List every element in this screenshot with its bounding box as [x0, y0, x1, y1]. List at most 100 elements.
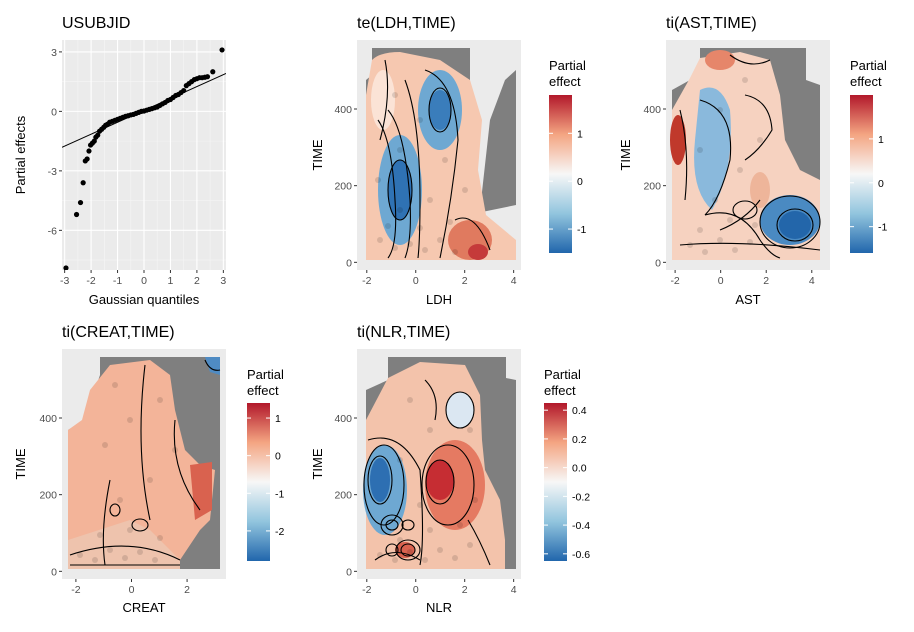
x-tick-label: -2 — [362, 275, 371, 287]
panel-ast-time: ti(AST,TIME) — [618, 15, 887, 307]
legend-break-label: -0.6 — [572, 549, 590, 561]
x-tick-label: -3 — [60, 275, 69, 287]
colorbar — [850, 95, 873, 253]
observation-points — [77, 382, 178, 563]
qq-point — [80, 180, 86, 186]
legend-break-label: -0.2 — [572, 491, 590, 503]
y-axis-label: TIME — [310, 448, 325, 479]
legend-title-line1: Partial — [247, 367, 284, 382]
legend: Partial effect 1 0 -1 -2 — [247, 367, 284, 561]
legend-title-line1: Partial — [549, 58, 586, 73]
qq-point — [204, 74, 211, 80]
legend-break-label: 0.0 — [572, 463, 587, 475]
legend-break-label: -1 — [878, 222, 887, 234]
x-tick-label: 0 — [129, 584, 135, 596]
panel-title: ti(CREAT,TIME) — [62, 324, 175, 341]
x-tick-label: 3 — [220, 275, 226, 287]
y-tick-label: 0 — [346, 257, 352, 269]
colorbar — [247, 403, 270, 561]
y-tick-label: 400 — [334, 413, 352, 425]
x-tick-label: 4 — [511, 584, 517, 596]
y-tick-label: 400 — [643, 104, 661, 116]
x-tick-label: -1 — [113, 275, 122, 287]
y-tick-label: 200 — [643, 181, 661, 193]
legend-breaks: 1 0 -1 — [850, 134, 887, 234]
qq-point — [95, 132, 101, 138]
x-axis-label: LDH — [426, 292, 452, 307]
legend-title-line1: Partial — [850, 58, 887, 73]
panel-creat-time: ti(CREAT,TIME) -2 0 2 0 200 400 CREAT — [13, 324, 284, 615]
x-tick-label: 0 — [718, 275, 724, 287]
qq-point — [73, 211, 80, 218]
x-tick-label: 2 — [763, 275, 769, 287]
y-axis-label: TIME — [310, 139, 325, 170]
x-tick-label: 2 — [462, 275, 468, 287]
legend-break-label: 0.2 — [572, 434, 587, 446]
qq-point — [63, 265, 69, 270]
qq-point — [86, 148, 92, 154]
legend-break-label: 1 — [275, 413, 281, 425]
y-tick-label: 0 — [51, 566, 57, 578]
legend-breaks: 0.4 0.2 0.0 -0.2 -0.4 -0.6 — [544, 405, 590, 561]
legend: Partial effect 1 0 -1 — [549, 58, 586, 253]
legend-break-label: -1 — [577, 224, 586, 236]
qq-point — [77, 199, 84, 206]
legend-title-line2: effect — [549, 74, 581, 89]
panel-title: ti(NLR,TIME) — [357, 324, 450, 341]
colorbar — [549, 95, 572, 253]
legend-break-label: 0 — [275, 451, 281, 463]
x-tick-label: 0 — [413, 584, 419, 596]
axis-ticks: -2 0 2 4 0 200 400 — [334, 104, 516, 287]
qq-point — [91, 138, 97, 144]
heatmap-surface — [670, 48, 821, 260]
y-tick-label: 0 — [51, 106, 57, 118]
legend-breaks: 1 0 -1 -2 — [247, 413, 284, 538]
observation-points — [377, 397, 478, 563]
y-tick-label: 0 — [655, 257, 661, 269]
x-tick-label: 2 — [462, 584, 468, 596]
panel-title: USUBJID — [62, 15, 130, 32]
x-tick-label: -2 — [86, 275, 95, 287]
legend-title-line2: effect — [850, 74, 882, 89]
heatmap-surface — [366, 48, 516, 260]
qq-point — [219, 47, 225, 53]
heatmap-surface — [363, 357, 516, 569]
axis-ticks: -2 0 2 4 0 200 400 — [334, 413, 516, 596]
x-axis-label: Gaussian quantiles — [89, 292, 200, 307]
legend-break-label: 0 — [878, 178, 884, 190]
y-tick-label: 200 — [39, 490, 57, 502]
x-axis-label: CREAT — [122, 600, 165, 615]
qq-point — [210, 69, 216, 75]
panel-nlr-time: ti(NLR,TIME) — [310, 324, 590, 615]
colorbar — [544, 403, 567, 561]
y-axis-label: Partial effects — [13, 115, 28, 194]
qq-point — [181, 87, 187, 94]
x-axis-label: NLR — [426, 600, 452, 615]
axis-ticks: -3 -2 -1 0 1 2 3 3 0 -3 -6 — [48, 47, 227, 287]
legend: Partial effect 0.4 0.2 0.0 -0.2 -0.4 -0.6 — [544, 367, 590, 561]
y-tick-label: 400 — [39, 413, 57, 425]
y-tick-label: 3 — [51, 47, 57, 59]
panel-ldh-time: te(LDH,TIME) — [310, 15, 586, 307]
panel-title: te(LDH,TIME) — [357, 15, 456, 32]
legend-break-label: -2 — [275, 526, 284, 538]
observation-points — [687, 77, 763, 255]
x-tick-label: 0 — [413, 275, 419, 287]
legend-break-label: 0.4 — [572, 405, 587, 417]
axis-ticks: -2 0 2 4 0 200 400 — [643, 104, 814, 287]
y-tick-label: -6 — [48, 225, 57, 237]
legend-break-label: -1 — [275, 488, 284, 500]
panel-usubjid: USUBJID -3 -2 -1 0 1 2 3 3 0 -3 -6 Gaussian quanti… — [13, 15, 226, 307]
observation-points — [375, 92, 468, 255]
legend: Partial effect 1 0 -1 — [850, 58, 887, 253]
legend-break-label: -0.4 — [572, 520, 590, 532]
panel-title: ti(AST,TIME) — [666, 15, 757, 32]
x-tick-label: 2 — [194, 275, 200, 287]
y-tick-label: 0 — [346, 566, 352, 578]
legend-break-label: 1 — [878, 134, 884, 146]
x-tick-label: -2 — [362, 584, 371, 596]
legend-breaks: 1 0 -1 — [549, 128, 586, 236]
x-axis-label: AST — [735, 292, 760, 307]
y-tick-label: 200 — [334, 181, 352, 193]
